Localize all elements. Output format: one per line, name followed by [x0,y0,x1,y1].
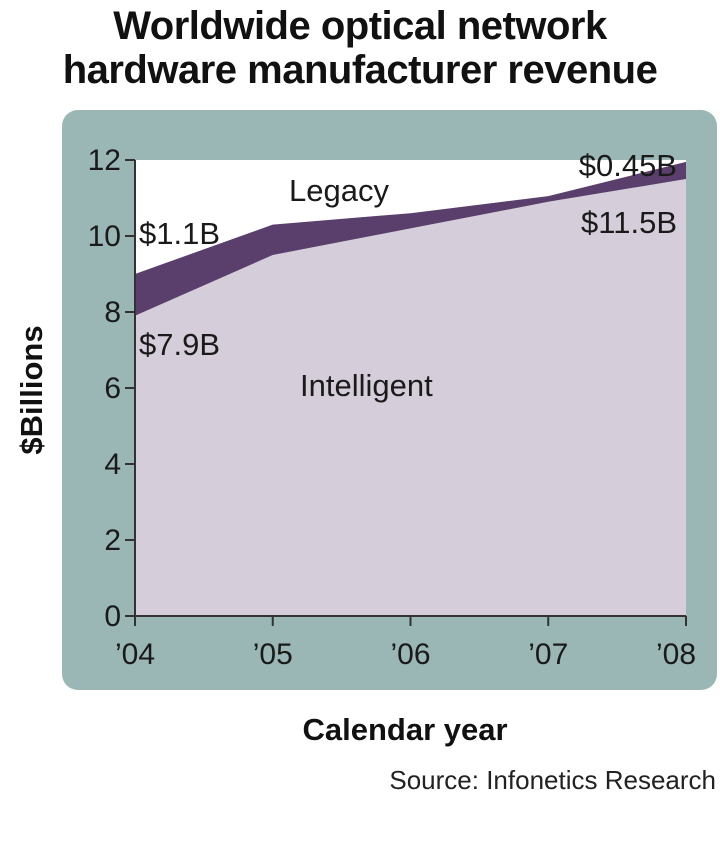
x-tick-label: ’04 [115,638,155,671]
chart-title-line-2: hardware manufacturer revenue [62,48,658,92]
x-axis-title: Calendar year [302,712,507,747]
y-axis-ticks: 0 2 4 6 8 10 12 [88,144,135,633]
x-tick-label: ’06 [390,638,430,671]
x-tick-label: ’08 [656,638,696,671]
y-tick-label: 12 [88,144,121,177]
x-axis-ticks: ’04 ’05 ’06 ’07 ’08 [115,616,696,671]
y-tick-label: 10 [88,220,121,253]
chart-title-line-1: Worldwide optical network [113,4,607,48]
y-tick-label: 6 [104,372,121,405]
annotation-intelligent-2004: $7.9B [139,327,220,362]
series-label-intelligent: Intelligent [300,368,433,403]
series-label-legacy: Legacy [289,173,389,208]
annotation-intelligent-2008: $11.5B [581,205,677,240]
y-tick-label: 8 [104,296,121,329]
source-note: Source: Infonetics Research [389,765,716,795]
series-area-intelligent [135,179,686,616]
annotation-legacy-2008: $0.45B [579,148,677,183]
series-area-legacy [135,161,686,316]
x-tick-label: ’07 [528,638,568,671]
y-tick-label: 4 [104,448,121,481]
chart-title: Worldwide optical network hardware manuf… [0,4,720,92]
y-axis-title: $Billions [14,325,49,454]
y-tick-label: 2 [104,524,121,557]
x-tick-label: ’05 [253,638,293,671]
annotation-legacy-2004: $1.1B [139,216,220,251]
y-tick-label: 0 [104,600,121,633]
